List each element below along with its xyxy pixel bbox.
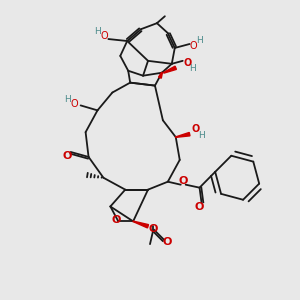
Text: O: O: [71, 99, 79, 110]
Text: O: O: [112, 215, 121, 225]
Polygon shape: [176, 133, 190, 137]
Polygon shape: [133, 221, 148, 228]
Text: H: H: [94, 27, 101, 36]
Text: H: H: [189, 64, 196, 73]
Text: O: O: [148, 224, 158, 234]
Text: O: O: [162, 237, 172, 247]
Polygon shape: [158, 73, 162, 78]
Text: H: H: [198, 130, 205, 140]
Text: H: H: [64, 95, 71, 104]
Text: H: H: [196, 35, 203, 44]
Text: O: O: [184, 58, 192, 68]
Text: O: O: [191, 124, 200, 134]
Polygon shape: [164, 66, 176, 73]
Text: O: O: [190, 41, 197, 51]
Text: O: O: [62, 151, 71, 161]
Text: O: O: [195, 202, 204, 212]
Text: O: O: [100, 31, 108, 41]
Text: O: O: [179, 176, 188, 186]
